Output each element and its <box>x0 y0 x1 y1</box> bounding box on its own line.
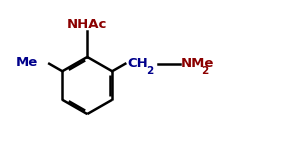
Text: NHAc: NHAc <box>67 18 108 31</box>
Text: 2: 2 <box>201 66 208 76</box>
Text: CH: CH <box>128 57 148 70</box>
Text: NMe: NMe <box>181 57 214 70</box>
Text: 2: 2 <box>146 66 153 76</box>
Text: Me: Me <box>16 56 38 69</box>
